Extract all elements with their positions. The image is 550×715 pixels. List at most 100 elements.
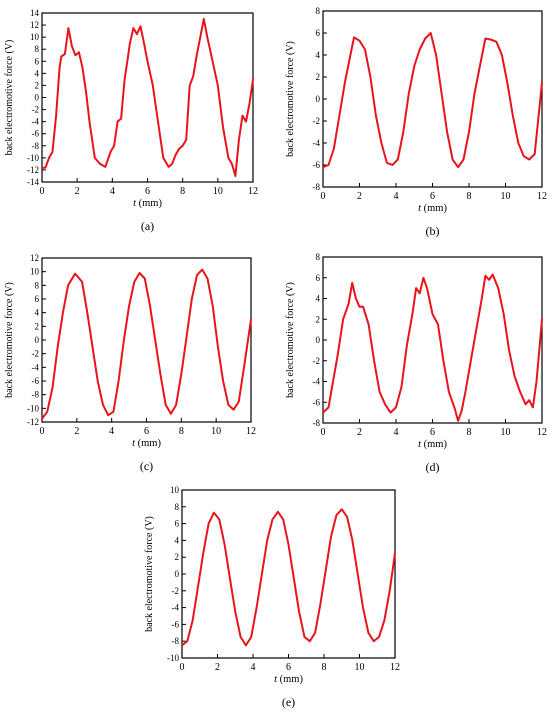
y-tick-label: -2 [313, 356, 321, 366]
y-tick-label: -2 [32, 349, 40, 359]
y-tick-label: 2 [316, 314, 321, 324]
y-tick-label: -8 [32, 141, 40, 151]
x-axis-label: t (mm) [418, 439, 447, 450]
x-tick-label: 6 [430, 427, 435, 438]
y-tick-label: -4 [172, 603, 180, 613]
y-tick-label: -4 [313, 377, 321, 387]
y-tick-label: 8 [175, 502, 180, 512]
x-axis-label: t (mm) [418, 203, 447, 214]
x-tick-label: 4 [110, 186, 115, 197]
y-axis-label: back electromotive force (V) [144, 516, 155, 632]
x-axis-label: t (mm) [132, 438, 161, 449]
y-tick-label: 0 [316, 94, 321, 104]
x-tick-label: 0 [180, 662, 185, 673]
y-tick-label: 14 [30, 8, 40, 18]
y-tick-label: 8 [35, 44, 40, 54]
x-axis-label: t (mm) [274, 674, 303, 685]
y-tick-label: -12 [27, 417, 39, 427]
y-tick-label: 10 [170, 485, 180, 495]
y-tick-label: 4 [316, 294, 321, 304]
x-tick-label: 12 [248, 186, 258, 197]
y-tick-label: 8 [316, 6, 321, 16]
y-tick-label: -6 [313, 160, 321, 170]
x-tick-label: 6 [144, 426, 149, 437]
panel-label: (e) [282, 695, 295, 709]
x-tick-label: 10 [213, 186, 223, 197]
y-tick-label: -2 [32, 105, 40, 115]
y-tick-label: -6 [32, 376, 40, 386]
x-tick-label: 8 [179, 426, 184, 437]
y-axis-label: back electromotive force (V) [285, 282, 296, 398]
y-tick-label: -8 [313, 418, 321, 428]
y-tick-label: 6 [175, 519, 180, 529]
y-tick-label: 4 [35, 308, 40, 318]
x-tick-label: 0 [40, 186, 45, 197]
x-tick-label: 12 [390, 662, 400, 673]
y-tick-label: -6 [313, 397, 321, 407]
panel-label: (d) [426, 460, 440, 474]
y-tick-label: 0 [175, 569, 180, 579]
y-tick-label: 4 [175, 535, 180, 545]
y-tick-label: -8 [32, 390, 40, 400]
y-tick-label: 0 [35, 93, 40, 103]
plot-frame [41, 12, 254, 183]
y-tick-label: 2 [35, 80, 40, 90]
x-tick-label: 2 [357, 427, 362, 438]
y-tick-label: -8 [172, 636, 180, 646]
x-tick-label: 4 [109, 426, 114, 437]
x-axis-label: t (mm) [133, 198, 162, 209]
y-tick-label: 2 [35, 321, 40, 331]
y-tick-label: 0 [316, 335, 321, 345]
y-axis-label: back electromotive force (V) [285, 41, 296, 157]
y-tick-label: 2 [175, 552, 180, 562]
x-tick-label: 10 [355, 662, 365, 673]
y-tick-label: 6 [316, 28, 321, 38]
plot-frame [181, 489, 396, 659]
x-tick-label: 6 [286, 662, 291, 673]
panel-label: (c) [140, 459, 153, 473]
x-tick-label: 12 [537, 427, 547, 438]
y-tick-label: 4 [35, 68, 40, 78]
chart-panel-4: 0 2 4 6 8 10 12 -8 -6 -4 -2 0 2 4 6 8 t (mm) back electro… [285, 252, 547, 474]
series-line [322, 32, 543, 169]
y-tick-label: 10 [30, 32, 40, 42]
series-line [41, 18, 254, 177]
y-tick-label: 6 [316, 273, 321, 283]
y-tick-label: -4 [32, 117, 40, 127]
y-tick-label: 12 [30, 253, 39, 263]
y-tick-label: -10 [27, 153, 39, 163]
y-tick-label: -4 [313, 138, 321, 148]
series-line [322, 273, 543, 422]
x-tick-label: 0 [321, 427, 326, 438]
x-tick-label: 10 [501, 191, 511, 202]
y-tick-label: -4 [32, 362, 40, 372]
x-tick-label: 8 [180, 186, 185, 197]
y-tick-label: -8 [313, 182, 321, 192]
x-tick-label: 0 [321, 191, 326, 202]
y-tick-label: 8 [35, 280, 40, 290]
series-line [41, 268, 252, 420]
x-tick-label: 2 [357, 191, 362, 202]
y-tick-label: 4 [316, 50, 321, 60]
x-tick-label: 2 [215, 662, 220, 673]
x-tick-label: 8 [322, 662, 327, 673]
x-tick-label: 10 [501, 427, 511, 438]
x-tick-label: 10 [211, 426, 221, 437]
y-tick-label: -10 [27, 403, 39, 413]
plot-frame [322, 256, 543, 424]
x-tick-label: 0 [40, 426, 45, 437]
x-tick-label: 8 [467, 191, 472, 202]
y-tick-label: 2 [316, 72, 321, 82]
chart-panel-5: 0 2 4 6 8 10 12 -10 -8 -6 -4 -2 0 2 4 6 8 10 t (mm) back el… [144, 485, 400, 709]
y-tick-label: 6 [35, 294, 40, 304]
y-tick-label: -2 [172, 586, 180, 596]
y-tick-label: -2 [313, 116, 321, 126]
y-tick-label: 12 [30, 20, 39, 30]
y-tick-label: -12 [27, 165, 39, 175]
x-tick-label: 4 [251, 662, 256, 673]
y-axis-label: back electromotive force (V) [4, 40, 15, 156]
chart-panel-2: 0 2 4 6 8 10 12 -8 -6 -4 -2 0 2 4 6 8 t (mm) back electro… [285, 6, 547, 238]
y-tick-label: -6 [32, 129, 40, 139]
x-tick-label: 12 [246, 426, 256, 437]
